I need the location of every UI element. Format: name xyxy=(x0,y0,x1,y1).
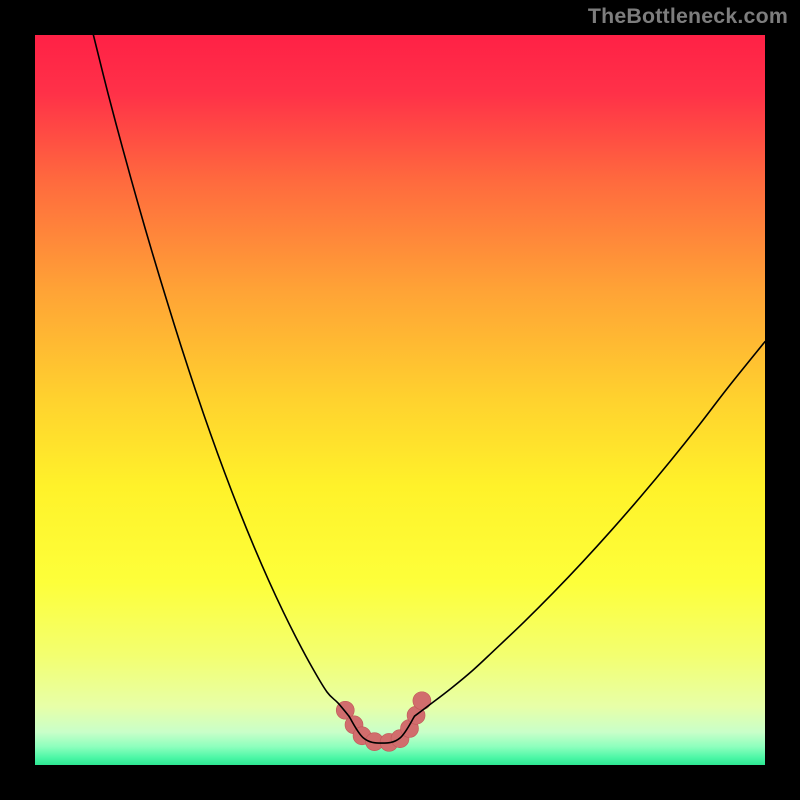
gradient-background xyxy=(35,35,765,765)
watermark-text: TheBottleneck.com xyxy=(588,4,788,29)
stage: TheBottleneck.com xyxy=(0,0,800,800)
plot-area xyxy=(35,35,765,765)
valley-marker xyxy=(413,692,431,710)
chart-svg xyxy=(35,35,765,765)
